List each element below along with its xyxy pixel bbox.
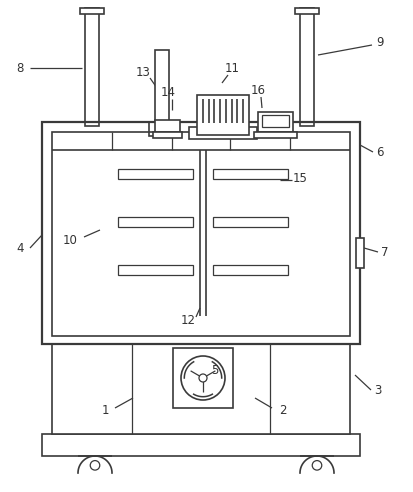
Bar bbox=[189, 127, 256, 139]
Bar bbox=[42, 122, 359, 344]
Bar bbox=[154, 120, 180, 132]
Text: 12: 12 bbox=[180, 313, 195, 327]
Bar bbox=[261, 115, 288, 127]
Bar bbox=[212, 265, 287, 275]
Bar bbox=[42, 434, 359, 456]
Bar bbox=[42, 434, 359, 456]
Text: 4: 4 bbox=[16, 242, 24, 254]
Text: 14: 14 bbox=[160, 86, 175, 98]
Bar bbox=[85, 8, 99, 126]
Bar bbox=[173, 348, 233, 408]
Bar bbox=[52, 344, 349, 434]
Bar bbox=[294, 8, 318, 14]
Bar bbox=[118, 265, 192, 275]
Text: 11: 11 bbox=[224, 62, 239, 74]
Bar bbox=[42, 122, 359, 344]
Bar bbox=[212, 169, 287, 179]
Circle shape bbox=[199, 374, 206, 382]
Bar bbox=[118, 169, 192, 179]
Text: 3: 3 bbox=[373, 383, 381, 397]
Bar bbox=[257, 112, 292, 132]
Bar bbox=[149, 122, 175, 136]
Text: 1: 1 bbox=[101, 403, 109, 417]
Text: 15: 15 bbox=[292, 172, 307, 184]
Bar bbox=[355, 238, 363, 268]
Text: 9: 9 bbox=[375, 35, 383, 49]
Text: 5: 5 bbox=[211, 364, 218, 376]
Bar bbox=[197, 95, 248, 135]
Bar bbox=[52, 132, 349, 336]
Bar bbox=[154, 50, 169, 132]
Text: 8: 8 bbox=[16, 62, 24, 74]
Text: 13: 13 bbox=[135, 65, 150, 79]
Circle shape bbox=[311, 461, 321, 470]
Text: 6: 6 bbox=[375, 146, 383, 158]
Bar bbox=[118, 217, 192, 227]
Text: 10: 10 bbox=[62, 234, 77, 246]
Bar bbox=[153, 132, 182, 138]
Bar bbox=[80, 8, 104, 14]
Text: 7: 7 bbox=[380, 246, 388, 258]
Text: 2: 2 bbox=[279, 403, 286, 417]
Bar bbox=[254, 132, 296, 138]
Text: 16: 16 bbox=[250, 84, 265, 96]
Circle shape bbox=[90, 461, 100, 470]
Bar bbox=[299, 8, 313, 126]
Bar bbox=[52, 344, 349, 434]
Bar bbox=[212, 217, 287, 227]
